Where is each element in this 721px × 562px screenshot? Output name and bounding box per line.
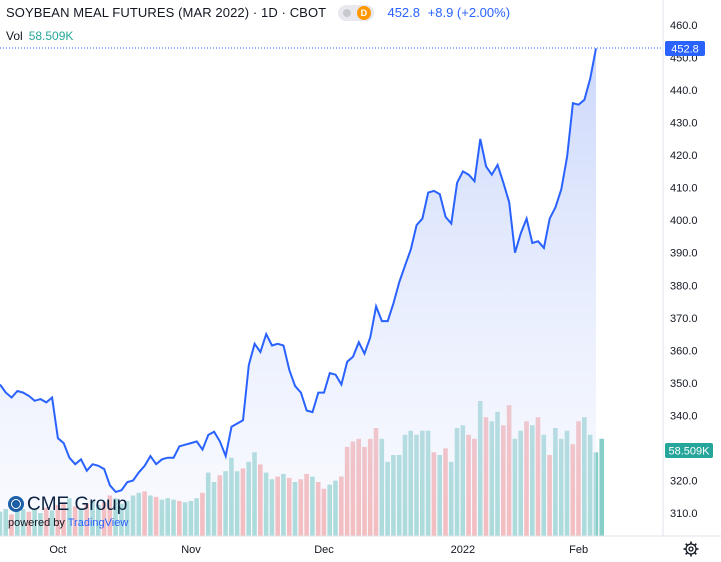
x-tick-label: 2022 <box>451 544 475 556</box>
y-tick-label: 340.0 <box>670 410 698 422</box>
y-tick-label: 430.0 <box>670 118 698 130</box>
y-tick-label: 390.0 <box>670 248 698 260</box>
volume-label: Vol <box>6 29 23 43</box>
y-tick-label: 320.0 <box>670 476 698 488</box>
y-tick-label: 440.0 <box>670 85 698 97</box>
y-tick-label: 460.0 <box>670 20 698 32</box>
y-tick-label: 350.0 <box>670 378 698 390</box>
y-tick-label: 420.0 <box>670 150 698 162</box>
x-tick-label: Feb <box>569 544 588 556</box>
x-tick-label: Oct <box>49 544 66 556</box>
chart-header: SOYBEAN MEAL FUTURES (MAR 2022) · 1D · C… <box>6 4 511 22</box>
powered-by-label: powered by <box>8 517 65 529</box>
symbol-title[interactable]: SOYBEAN MEAL FUTURES (MAR 2022) · 1D · C… <box>6 5 327 20</box>
tradingview-link[interactable]: TradingView <box>67 517 129 529</box>
last-price-label: 452.8 <box>671 44 699 56</box>
status-dot-icon <box>342 8 351 17</box>
x-tick-label: Nov <box>181 544 201 556</box>
volume-bar <box>599 438 604 536</box>
delayed-badge: D <box>356 5 371 20</box>
y-tick-label: 370.0 <box>670 313 698 325</box>
last-price-badge: 452.8 <box>665 41 705 56</box>
last-price: 452.8 <box>387 5 421 20</box>
y-tick-label: 410.0 <box>670 183 698 195</box>
price-area <box>0 48 596 537</box>
time-axis: Oct Nov Dec 2022 Feb <box>49 544 588 556</box>
y-tick-label: 310.0 <box>670 508 698 520</box>
volume-badge: 58.509K <box>665 443 713 458</box>
gear-icon[interactable] <box>683 541 699 557</box>
powered-by[interactable]: powered by TradingView <box>8 517 128 529</box>
cme-logo-text: CME Group <box>27 494 128 515</box>
cme-logo[interactable]: CME Group powered by TradingView <box>8 494 128 529</box>
x-tick-label: Dec <box>314 544 334 556</box>
market-status-toggle[interactable]: D <box>337 4 374 21</box>
volume-value-label: 58.509K <box>669 446 711 458</box>
y-tick-label: 380.0 <box>670 280 698 292</box>
y-tick-label: 400.0 <box>670 215 698 227</box>
price-line <box>0 48 597 494</box>
volume-value: 58.509K <box>28 29 74 43</box>
cme-globe-icon <box>8 496 24 512</box>
y-tick-label: 360.0 <box>670 345 698 357</box>
volume-legend: Vol 58.509K <box>6 29 73 43</box>
price-change: +8.9 (+2.00%) <box>427 5 511 20</box>
